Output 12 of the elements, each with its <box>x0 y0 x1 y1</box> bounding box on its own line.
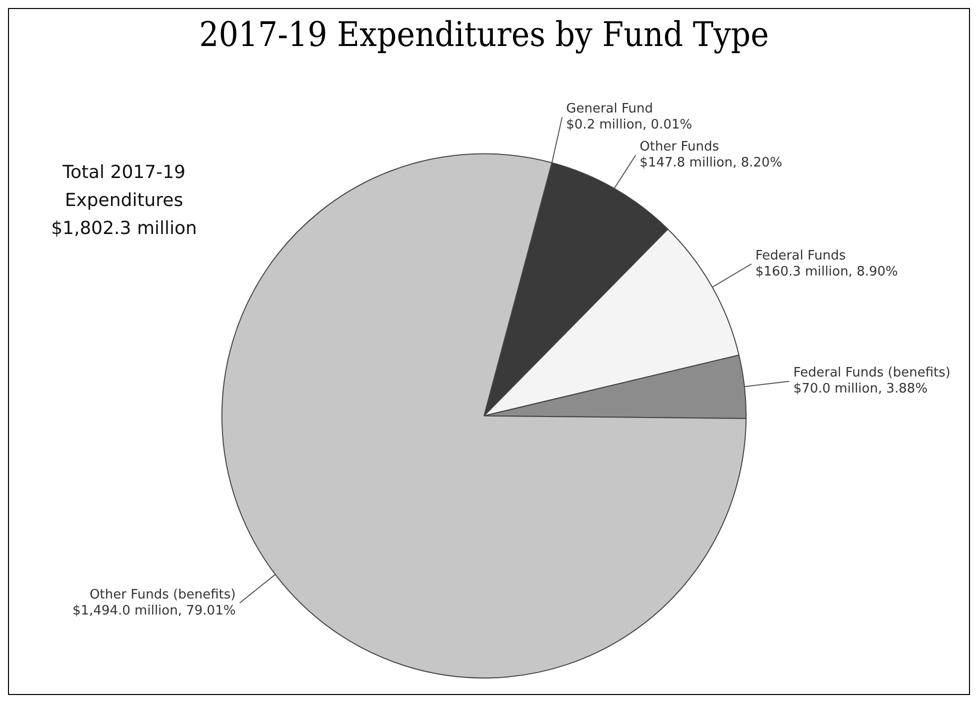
data-label: $70.0 million, 3.88% <box>793 382 928 397</box>
data-label: $0.2 million, 0.01% <box>566 118 692 133</box>
data-label: $160.3 million, 8.90% <box>755 264 898 280</box>
slice-label: Federal Funds (benefits) <box>793 366 951 381</box>
data-label: $147.8 million, 8.20% <box>640 156 782 171</box>
data-label: $1,494.0 million, 79.01% <box>72 603 236 618</box>
slice-label: Other Funds <box>640 140 720 155</box>
slice-label: General Fund <box>566 102 654 117</box>
slice-label: Federal Funds <box>755 248 846 264</box>
slice-label: Other Funds (benefits) <box>90 587 236 602</box>
chart-title: 2017-19 Expenditures by Fund Type <box>199 14 769 55</box>
text: Total 2017-19 Expenditures $1,802.3 million <box>50 161 198 241</box>
